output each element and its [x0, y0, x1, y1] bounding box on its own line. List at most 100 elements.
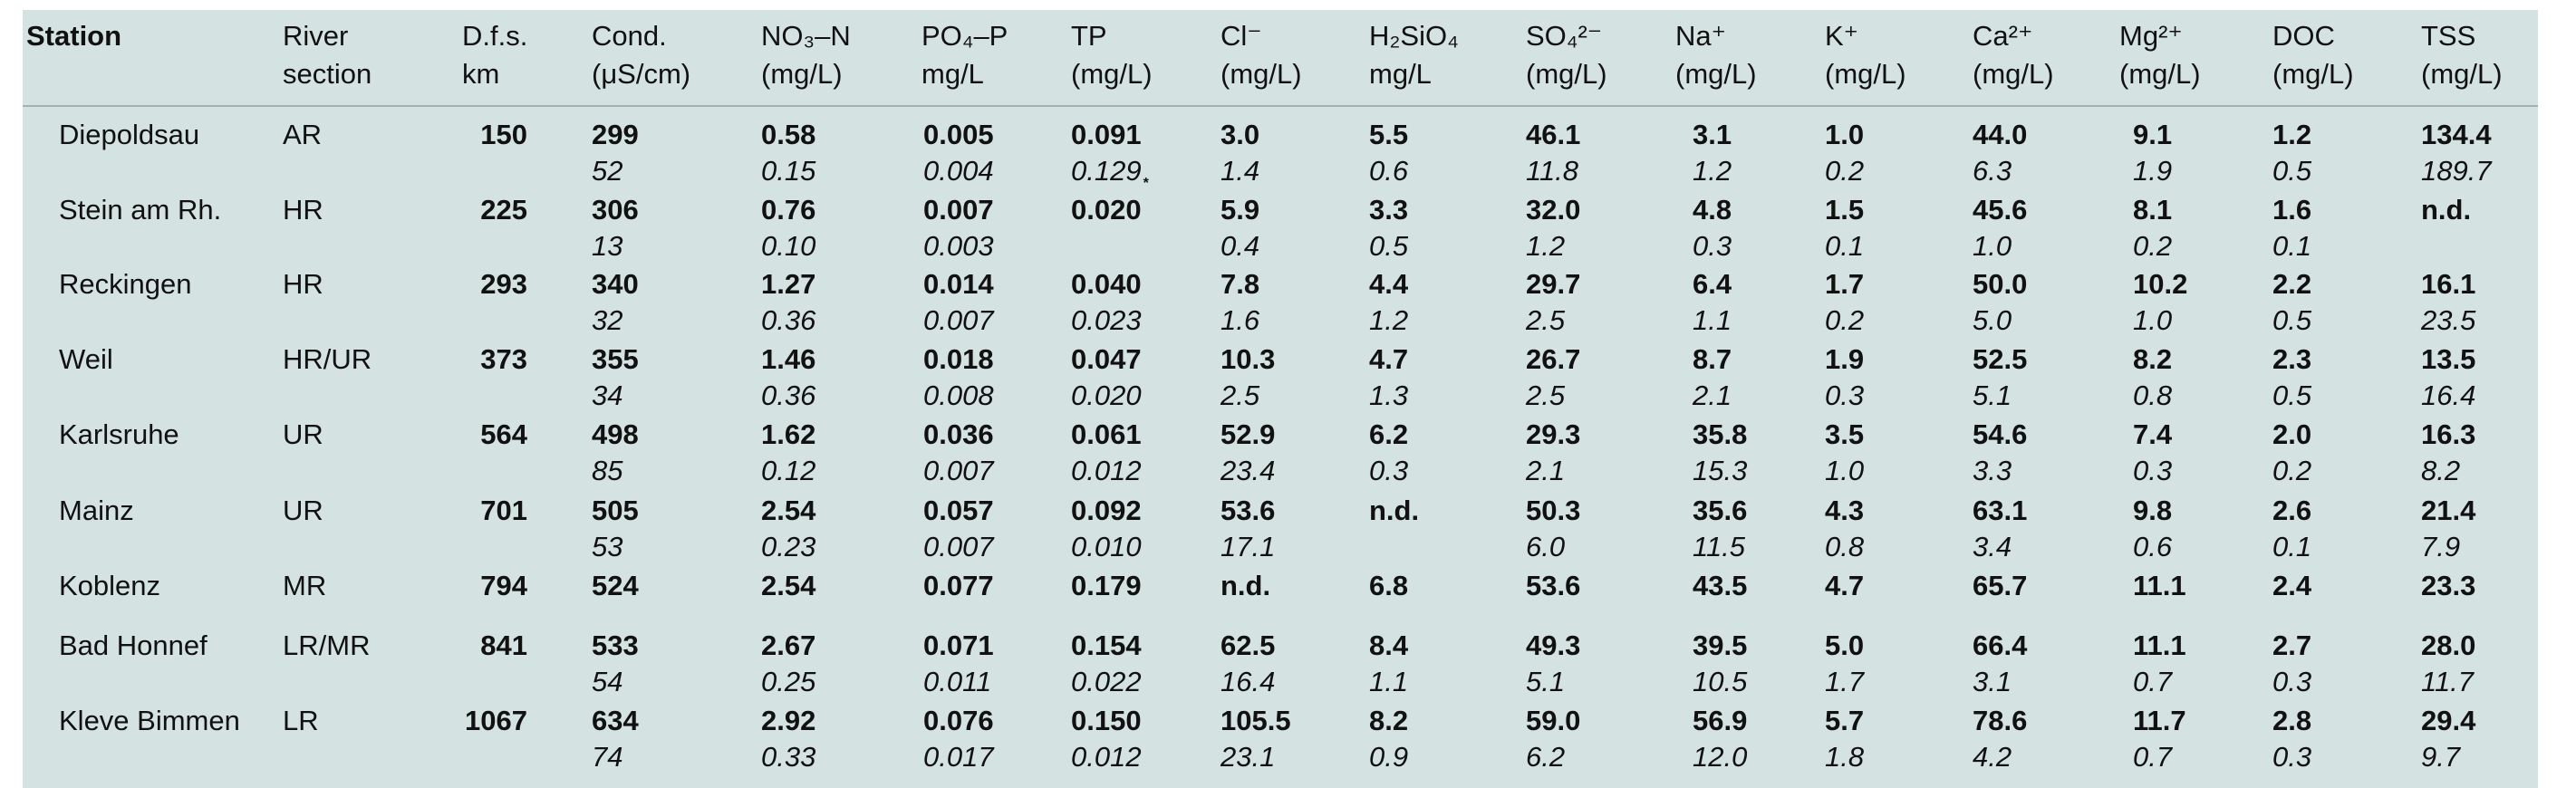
- mean-value: 0.040: [1071, 268, 1142, 300]
- river-section: UR: [283, 495, 323, 526]
- mean-value: 0.150: [1071, 705, 1142, 736]
- mean-value: 16.1: [2421, 268, 2476, 300]
- mean-value: 498: [592, 418, 639, 450]
- sd-value: 7.9: [2421, 531, 2461, 562]
- sd-value: 0.3: [1693, 230, 1732, 262]
- river-section: HR: [283, 194, 323, 226]
- sd-value: 1.0: [1825, 455, 1865, 486]
- station-name: Kleve Bimmen: [59, 705, 240, 736]
- column-header: TSS: [2421, 20, 2476, 52]
- distance-km: 1067: [465, 705, 527, 736]
- mean-value: n.d.: [2421, 194, 2472, 226]
- mean-value: 0.077: [923, 570, 994, 601]
- mean-value: 66.4: [1973, 629, 2028, 661]
- sd-value: 17.1: [1220, 531, 1276, 562]
- mean-value: 355: [592, 343, 639, 375]
- sd-value: 0.007: [923, 455, 994, 486]
- mean-value: 0.057: [923, 495, 994, 526]
- sd-value: 10.5: [1693, 666, 1748, 697]
- column-header: (μS/cm): [592, 58, 691, 90]
- sd-value: 0.2: [2272, 455, 2312, 486]
- sd-value: 0.007: [923, 304, 994, 336]
- sd-value: 1.0: [1973, 230, 2012, 262]
- sd-value: 0.2: [2133, 230, 2173, 262]
- sd-value: 1.3: [1369, 380, 1409, 411]
- river-section: UR: [283, 418, 323, 450]
- column-header: (mg/L): [1220, 58, 1302, 90]
- mean-value: 1.62: [761, 418, 816, 450]
- sd-value: 1.2: [1693, 155, 1732, 187]
- sd-value: 0.1: [1825, 230, 1865, 262]
- column-header: section: [283, 58, 372, 90]
- mean-value: 306: [592, 194, 639, 226]
- mean-value: 1.5: [1825, 194, 1865, 226]
- mean-value: 26.7: [1526, 343, 1581, 375]
- sd-value: 16.4: [2421, 380, 2476, 411]
- mean-value: 4.8: [1693, 194, 1732, 226]
- column-header: (mg/L): [1526, 58, 1607, 90]
- mean-value: 2.7: [2272, 629, 2312, 661]
- mean-value: 505: [592, 495, 639, 526]
- sd-value: 0.017: [923, 741, 994, 773]
- mean-value: 105.5: [1220, 705, 1291, 736]
- sd-value: 12.0: [1693, 741, 1748, 773]
- footnote-mark: *: [1143, 176, 1149, 192]
- sd-value: 85: [592, 455, 623, 486]
- mean-value: 8.1: [2133, 194, 2173, 226]
- mean-value: 6.4: [1693, 268, 1732, 300]
- sd-value: 23.4: [1220, 455, 1276, 486]
- column-header: DOC: [2272, 20, 2335, 52]
- column-header: SO₄²⁻: [1526, 20, 1603, 52]
- column-header: mg/L: [921, 58, 984, 90]
- mean-value: 29.3: [1526, 418, 1581, 450]
- mean-value: 1.2: [2272, 119, 2312, 150]
- sd-value: 4.2: [1973, 741, 2012, 773]
- mean-value: 29.4: [2421, 705, 2476, 736]
- sd-value: 0.010: [1071, 531, 1142, 562]
- sd-value: 0.012: [1071, 741, 1142, 773]
- mean-value: 2.3: [2272, 343, 2312, 375]
- sd-value: 0.3: [2272, 741, 2312, 773]
- sd-value: 0.003: [923, 230, 994, 262]
- mean-value: 9.8: [2133, 495, 2173, 526]
- station-name: Stein am Rh.: [59, 194, 222, 226]
- sd-value: 0.3: [1825, 380, 1865, 411]
- mean-value: 0.58: [761, 119, 816, 150]
- river-section: AR: [283, 119, 323, 150]
- mean-value: 8.7: [1693, 343, 1732, 375]
- mean-value: 0.76: [761, 194, 816, 226]
- column-header: Mg²⁺: [2119, 20, 2183, 52]
- sd-value: 0.10: [761, 230, 816, 262]
- mean-value: 2.0: [2272, 418, 2312, 450]
- mean-value: 0.005: [923, 119, 994, 150]
- sd-value: 3.1: [1973, 666, 2012, 697]
- station-name: Weil: [59, 343, 113, 375]
- mean-value: 3.5: [1825, 418, 1865, 450]
- mean-value: 0.091: [1071, 119, 1142, 150]
- column-header: (mg/L): [2119, 58, 2201, 90]
- mean-value: 2.4: [2272, 570, 2312, 601]
- sd-value: 0.022: [1071, 666, 1142, 697]
- mean-value: 2.2: [2272, 268, 2312, 300]
- mean-value: 6.2: [1369, 418, 1409, 450]
- station-name: Koblenz: [59, 570, 161, 601]
- distance-km: 701: [480, 495, 527, 526]
- mean-value: 78.6: [1973, 705, 2028, 736]
- distance-km: 293: [480, 268, 527, 300]
- mean-value: 0.061: [1071, 418, 1142, 450]
- mean-value: 0.179: [1071, 570, 1142, 601]
- sd-value: 1.2: [1369, 304, 1409, 336]
- mean-value: 8.2: [1369, 705, 1409, 736]
- sd-value: 0.5: [1369, 230, 1409, 262]
- mean-value: 49.3: [1526, 629, 1581, 661]
- sd-value: 0.7: [2133, 741, 2173, 773]
- mean-value: 50.3: [1526, 495, 1581, 526]
- sd-value: 1.2: [1526, 230, 1566, 262]
- mean-value: 65.7: [1973, 570, 2028, 601]
- sd-value: 3.4: [1973, 531, 2012, 562]
- sd-value: 1.8: [1825, 741, 1865, 773]
- sd-value: 0.3: [1369, 455, 1409, 486]
- mean-value: 28.0: [2421, 629, 2476, 661]
- station-name: Diepoldsau: [59, 119, 200, 150]
